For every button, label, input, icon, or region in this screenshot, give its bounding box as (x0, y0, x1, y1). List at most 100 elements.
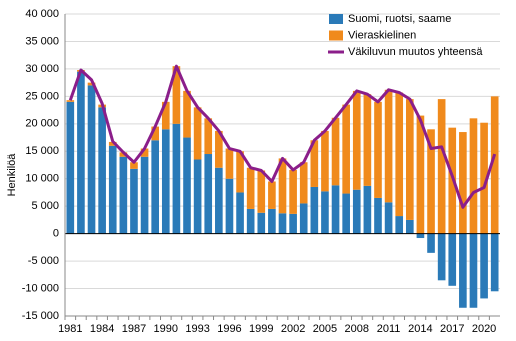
bar (161, 101, 170, 130)
bar (246, 208, 255, 234)
y-tick-label: 25 000 (25, 90, 59, 102)
bar (416, 233, 425, 239)
bar (278, 213, 287, 234)
x-tick-label: 1999 (249, 323, 273, 335)
bar (405, 219, 414, 234)
bar (321, 130, 329, 192)
x-tick-label: 1993 (185, 323, 209, 335)
bar (289, 213, 297, 234)
bar (246, 167, 255, 209)
bar (215, 130, 223, 168)
y-tick-label: -10 000 (22, 282, 59, 294)
bar (172, 66, 181, 124)
x-tick-label: 1984 (90, 323, 114, 335)
bar (183, 90, 191, 138)
bar (331, 117, 340, 186)
bar (310, 186, 319, 234)
bar (278, 158, 287, 214)
y-axis-label: Henkilöä (6, 153, 18, 197)
bar (299, 162, 308, 204)
y-tick-label: 0 (53, 228, 59, 240)
bar (289, 169, 297, 214)
line (68, 64, 497, 209)
bar (215, 167, 223, 234)
x-tick-label: 1996 (217, 323, 241, 335)
bar (236, 151, 244, 193)
bar (130, 168, 138, 234)
x-tick-label: 1981 (58, 323, 82, 335)
bar (374, 101, 382, 198)
x-tick-label: 2002 (281, 323, 305, 335)
x-tick-label: 2020 (472, 323, 496, 335)
bar (469, 118, 478, 234)
bar (193, 107, 202, 160)
bar (77, 71, 85, 234)
bar (310, 140, 319, 187)
bar (342, 193, 350, 234)
y-tick-label: 10 000 (25, 173, 59, 185)
bar (395, 216, 404, 234)
bar (130, 162, 138, 169)
bar (183, 137, 191, 234)
bar (161, 129, 170, 234)
x-tick-label: 2011 (377, 323, 401, 335)
bar (459, 233, 467, 308)
bar (321, 191, 329, 234)
y-tick-label: 35 000 (25, 35, 59, 47)
bar (416, 115, 425, 234)
y-tick-label: -5 000 (28, 255, 59, 267)
bar (204, 118, 213, 155)
bar (299, 203, 308, 234)
x-tick-label: 2008 (345, 323, 369, 335)
bar (257, 170, 266, 213)
bar (87, 85, 96, 234)
y-tick-label: 5 000 (31, 200, 59, 212)
bar (469, 233, 478, 308)
bar (225, 148, 234, 179)
bar (257, 212, 266, 234)
bar (490, 233, 499, 292)
bar (427, 129, 435, 234)
bar (236, 192, 244, 234)
bar (268, 181, 276, 209)
bar (98, 107, 106, 234)
bar (151, 126, 160, 141)
y-tick-label: 15 000 (25, 145, 59, 157)
bar (66, 100, 75, 102)
bar (384, 202, 393, 234)
bar (490, 96, 499, 234)
bar (480, 122, 488, 234)
bar (459, 132, 467, 234)
bar (66, 101, 75, 234)
bar (427, 233, 435, 253)
bar (405, 99, 414, 220)
bar (437, 99, 446, 234)
bar (172, 123, 181, 234)
bar (119, 152, 128, 157)
y-tick-label: 40 000 (25, 8, 59, 20)
x-tick-label: 1987 (122, 323, 146, 335)
legend-label: Vieraskielinen (348, 29, 416, 41)
bar (119, 156, 128, 234)
bar (140, 148, 149, 157)
bar (268, 208, 276, 234)
bar (437, 233, 446, 281)
legend-label: Suomi, ruotsi, saame (348, 13, 451, 25)
legend-label: Väkiluvun muutos yhteensä (348, 46, 483, 58)
bar (480, 233, 488, 299)
bar (140, 156, 149, 234)
bar (108, 141, 117, 146)
x-tick-label: 2014 (408, 323, 432, 335)
y-tick-label: 30 000 (25, 63, 59, 75)
bar (225, 178, 234, 234)
y-tick-label: 20 000 (25, 118, 59, 130)
bar (395, 92, 404, 217)
bar (352, 90, 361, 190)
bar (352, 189, 361, 234)
bar (87, 82, 96, 86)
bar (374, 197, 382, 234)
bar (384, 89, 393, 203)
bar (193, 159, 202, 234)
bar (331, 185, 340, 234)
